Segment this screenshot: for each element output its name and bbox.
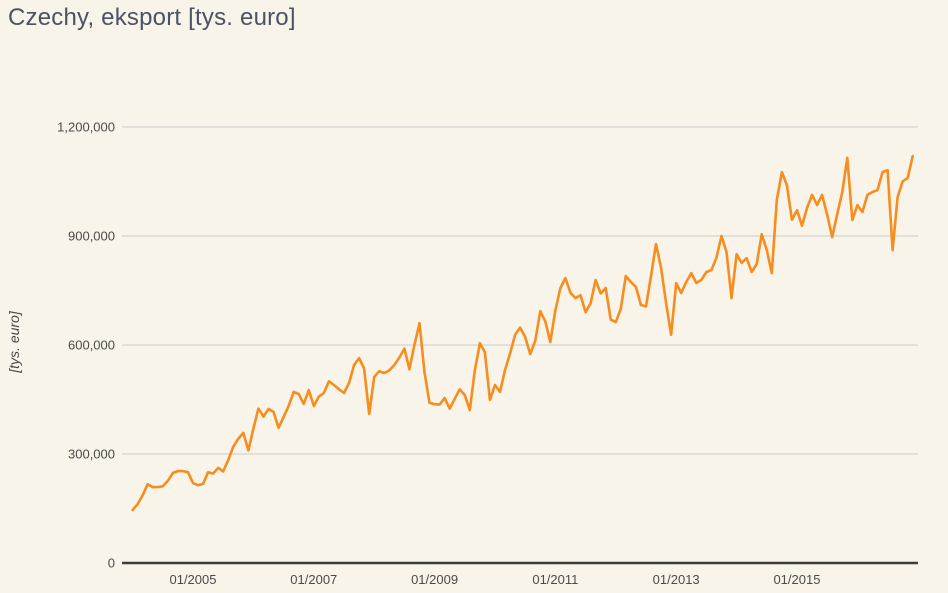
data-line-czechy-eksport bbox=[131, 154, 915, 512]
chart-title: Czechy, eksport [tys. euro] bbox=[8, 4, 296, 31]
x-tick-label: 01/2013 bbox=[653, 572, 700, 587]
x-tick-label: 01/2011 bbox=[532, 572, 578, 587]
y-tick-label: 1,200,000 bbox=[57, 120, 115, 135]
y-tick-label: 900,000 bbox=[68, 229, 115, 244]
y-axis-title: [tys. euro] bbox=[6, 310, 22, 374]
x-tick-label: 01/2015 bbox=[773, 572, 820, 587]
y-tick-label: 600,000 bbox=[68, 338, 115, 353]
y-tick-label: 300,000 bbox=[68, 447, 115, 462]
x-tick-label: 01/2007 bbox=[290, 572, 337, 587]
x-tick-label: 01/2005 bbox=[169, 572, 216, 587]
x-tick-label: 01/2009 bbox=[411, 572, 458, 587]
y-tick-label: 0 bbox=[108, 556, 115, 571]
